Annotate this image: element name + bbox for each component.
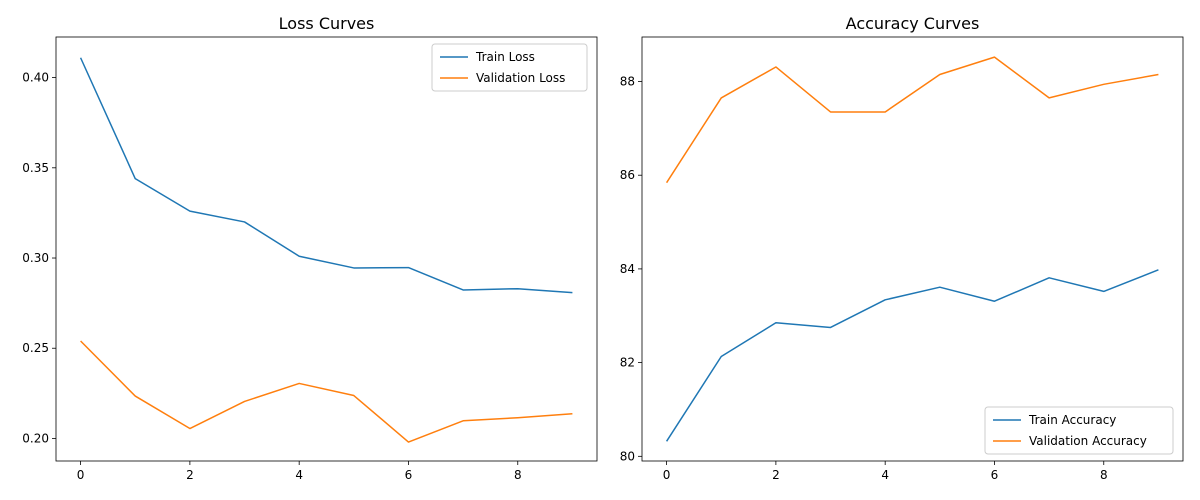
series-line-train-loss (79, 57, 573, 294)
x-tick-label: 8 (1100, 468, 1108, 482)
accuracy-chart: Accuracy Curves 0 2 4 6 8 80 82 84 86 88 Train Accu… (620, 14, 1184, 482)
x-tick-label: 6 (405, 468, 413, 482)
y-tick-label: 0.30 (22, 251, 49, 265)
chart-title: Loss Curves (279, 14, 375, 33)
y-tick-label: 80 (620, 449, 635, 463)
x-tick-label: 4 (881, 468, 889, 482)
x-tick-label: 8 (514, 468, 522, 482)
y-tick-label: 88 (620, 75, 635, 89)
y-tick-label: 82 (620, 356, 635, 370)
x-tick-label: 4 (295, 468, 303, 482)
legend: Train Accuracy Validation Accuracy (984, 406, 1174, 455)
legend: Train Loss Validation Loss (431, 43, 588, 92)
y-tick-label: 0.20 (22, 431, 49, 445)
legend-box (984, 406, 1174, 455)
legend-label: Train Loss (475, 50, 535, 64)
series-line-validation-accuracy (665, 56, 1159, 184)
axes-frame (641, 36, 1184, 462)
series-line-validation-loss (80, 340, 573, 443)
y-tick-label: 0.25 (22, 341, 49, 355)
x-tick-label: 6 (991, 468, 999, 482)
x-tick-label: 2 (772, 468, 780, 482)
axes-frame (55, 36, 598, 462)
loss-chart: Loss Curves 0 2 4 6 8 0.20 0.25 0.30 0.35 0.40 Trai… (22, 14, 598, 482)
x-tick-label: 0 (663, 468, 671, 482)
y-tick-label: 86 (620, 168, 635, 182)
y-tick-label: 0.40 (22, 71, 49, 85)
x-tick-label: 2 (186, 468, 194, 482)
legend-label: Validation Accuracy (1029, 434, 1147, 448)
legend-label: Validation Loss (476, 71, 565, 85)
series-line-train-accuracy (665, 269, 1159, 442)
y-tick-label: 84 (620, 262, 635, 276)
x-tick-label: 0 (77, 468, 85, 482)
legend-box (431, 43, 588, 92)
y-tick-label: 0.35 (22, 161, 49, 175)
chart-title: Accuracy Curves (846, 14, 980, 33)
legend-label: Train Accuracy (1028, 413, 1116, 427)
